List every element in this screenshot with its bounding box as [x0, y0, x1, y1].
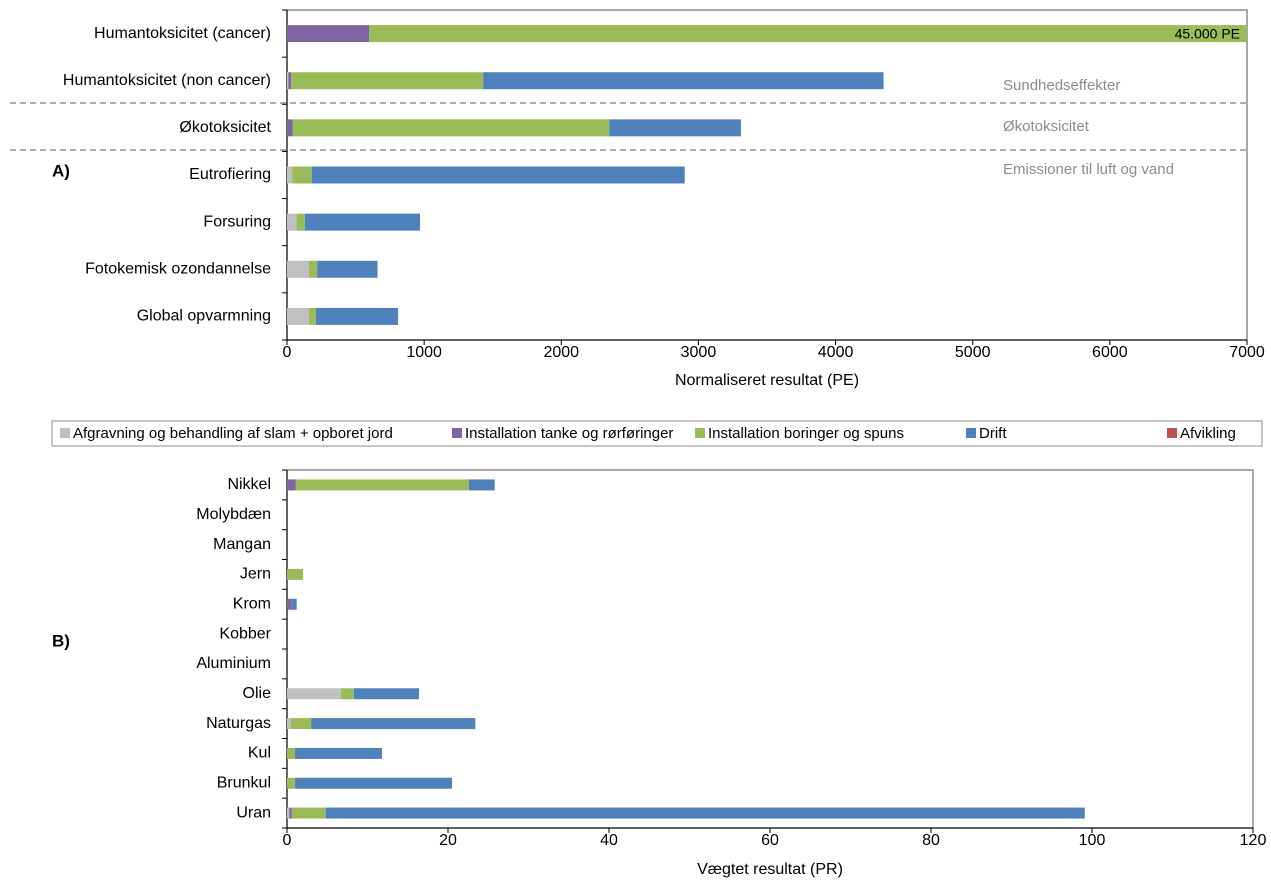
- bar-segment: [296, 213, 305, 231]
- panel-label: B): [52, 631, 70, 650]
- bar-segment: [287, 568, 304, 580]
- bar-annotation: 45.000 PE: [1175, 26, 1240, 42]
- bar-segment: [291, 72, 484, 90]
- bars: [287, 479, 1085, 819]
- x-axis-title: Vægtet resultat (PR): [697, 861, 843, 878]
- bar-segment: [295, 747, 382, 759]
- bar-segment: [311, 718, 476, 730]
- x-tick-label: 0: [283, 344, 292, 361]
- group-annotation: Emissioner til luft og vand: [1003, 161, 1174, 178]
- bar-segment: [287, 688, 341, 700]
- y-tick-label: Olie: [243, 685, 272, 702]
- bars: [287, 25, 1247, 325]
- bar-segment: [609, 119, 741, 137]
- bar-segment: [315, 307, 399, 325]
- bar-segment: [291, 807, 326, 819]
- y-tick-label: Mangan: [213, 536, 271, 553]
- y-tick-label: Kobber: [219, 625, 271, 642]
- x-tick-label: 1000: [406, 344, 442, 361]
- bar-segment: [291, 598, 297, 610]
- legend-label: Afvikling: [1180, 425, 1236, 442]
- x-tick-label: 0: [283, 832, 292, 849]
- bar-segment: [325, 807, 1085, 819]
- x-axis-title: Normaliseret resultat (PE): [675, 372, 859, 389]
- group-annotation: Økotoksicitet: [1003, 118, 1090, 135]
- bar-segment: [304, 213, 421, 231]
- legend-swatch: [695, 428, 705, 438]
- legend-swatch: [452, 428, 462, 438]
- y-tick-label: Brunkul: [217, 774, 271, 791]
- bar-segment: [287, 718, 292, 730]
- bar-segment: [287, 598, 292, 610]
- bar-segment: [287, 747, 296, 759]
- plot-frame: [286, 469, 1254, 829]
- bar-segment: [308, 307, 316, 325]
- bar-segment: [317, 260, 378, 278]
- y-tick-label: Fotokemisk ozondannelse: [85, 261, 271, 278]
- legend-swatch: [1167, 428, 1177, 438]
- bar-segment: [288, 72, 292, 90]
- bar-segment: [287, 72, 289, 90]
- x-tick-label: 80: [922, 832, 940, 849]
- bar-segment: [287, 307, 309, 325]
- bar-segment: [287, 25, 370, 43]
- bar-segment: [292, 119, 610, 137]
- y-tick-label: Økotoksicitet: [179, 119, 271, 136]
- y-tick-label: Humantoksicitet (non cancer): [63, 72, 271, 89]
- bar-segment: [287, 260, 309, 278]
- legend-swatch: [60, 428, 70, 438]
- bar-segment: [308, 260, 318, 278]
- y-tick-label: Eutrofiering: [189, 166, 271, 183]
- x-tick-label: 120: [1240, 832, 1267, 849]
- y-tick-label: Nikkel: [227, 476, 271, 493]
- x-tick-label: 4000: [818, 344, 854, 361]
- y-tick-label: Humantoksicitet (cancer): [94, 25, 271, 42]
- x-tick-label: 5000: [955, 344, 991, 361]
- bar-segment: [287, 119, 293, 137]
- x-tick-label: 60: [761, 832, 779, 849]
- bar-segment: [353, 688, 420, 700]
- y-tick-label: Global opvarmning: [137, 308, 271, 325]
- legend-box: [51, 420, 1263, 447]
- legend-label: Installation tanke og rørføringer: [465, 425, 673, 442]
- bar-segment: [287, 213, 297, 231]
- bar-segment: [287, 166, 293, 184]
- legend-label: Drift: [979, 425, 1007, 442]
- bar-segment: [291, 718, 312, 730]
- bar-segment: [295, 777, 453, 789]
- y-tick-label: Uran: [236, 804, 271, 821]
- bar-segment: [289, 807, 292, 819]
- bar-segment: [311, 166, 685, 184]
- legend-label: Afgravning og behandling af slam + opbor…: [73, 425, 393, 442]
- bar-segment: [369, 25, 1247, 43]
- x-tick-label: 6000: [1092, 344, 1128, 361]
- y-tick-label: Forsuring: [203, 213, 271, 230]
- x-tick-label: 7000: [1229, 344, 1265, 361]
- x-tick-label: 3000: [681, 344, 717, 361]
- x-tick-label: 20: [439, 832, 457, 849]
- y-tick-label: Naturgas: [206, 715, 271, 732]
- x-tick-label: 2000: [543, 344, 579, 361]
- bar-segment: [340, 688, 354, 700]
- bar-segment: [287, 807, 290, 819]
- legend-label: Installation boringer og spuns: [708, 425, 904, 442]
- bar-segment: [468, 479, 495, 491]
- x-tick-label: 40: [600, 832, 618, 849]
- panel-label: A): [52, 161, 70, 180]
- bar-segment: [287, 479, 296, 491]
- y-tick-label: Krom: [233, 595, 271, 612]
- y-tick-label: Molybdæn: [196, 506, 271, 523]
- legend-swatch: [966, 428, 976, 438]
- y-tick-label: Aluminium: [196, 655, 271, 672]
- y-tick-label: Jern: [240, 566, 271, 583]
- bar-segment: [287, 777, 296, 789]
- bar-segment: [292, 166, 312, 184]
- y-tick-label: Kul: [248, 745, 271, 762]
- group-annotation: Sundhedseffekter: [1003, 77, 1120, 94]
- x-tick-label: 100: [1079, 832, 1106, 849]
- bar-segment: [295, 479, 469, 491]
- bar-segment: [483, 72, 884, 90]
